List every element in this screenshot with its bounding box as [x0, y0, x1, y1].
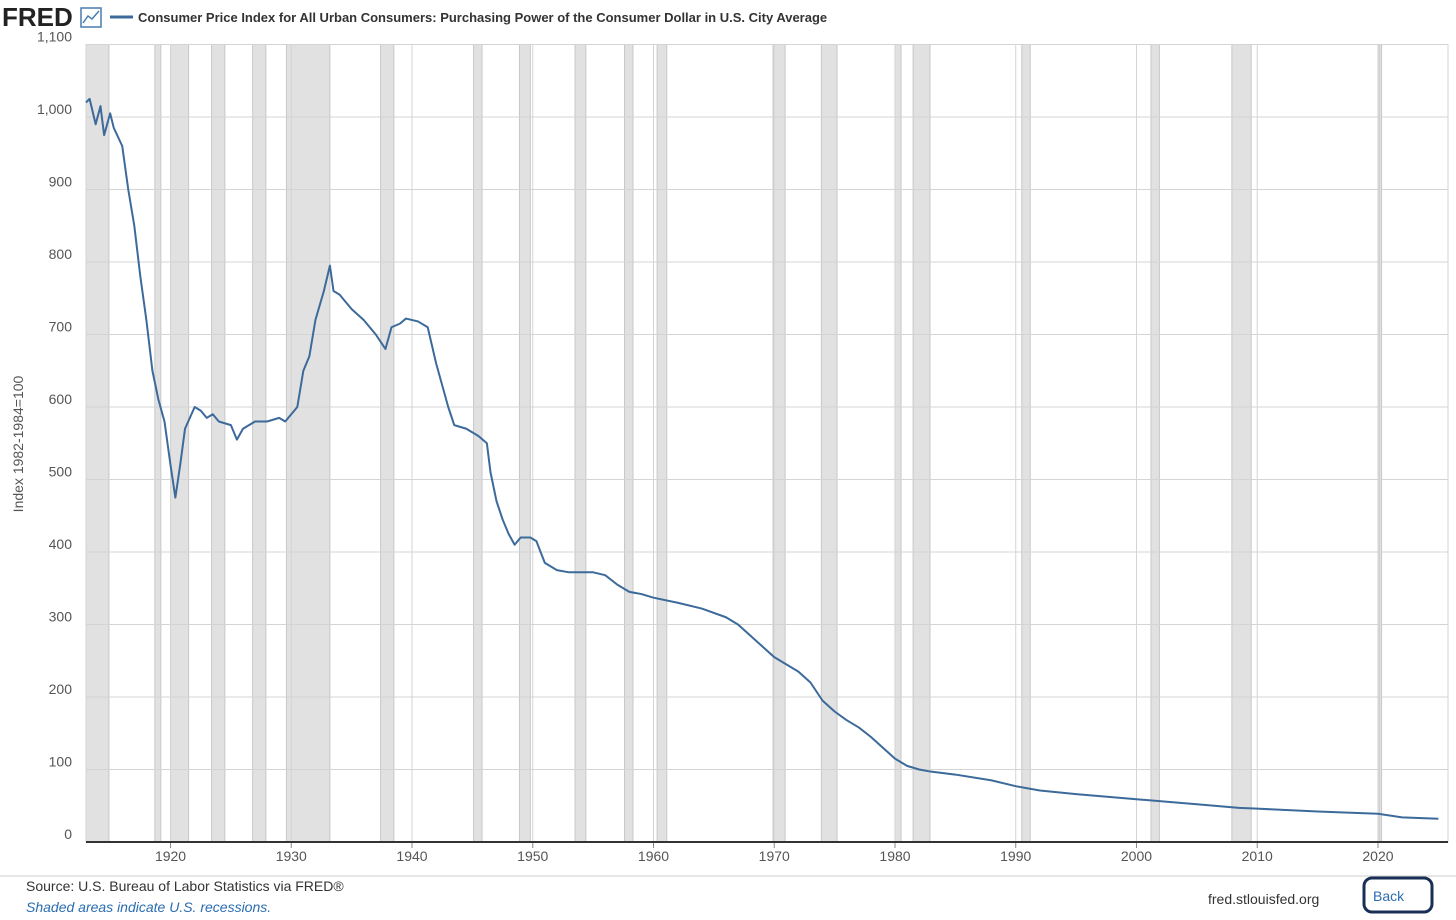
y-tick-label: 0	[64, 826, 72, 842]
x-tick-label: 1920	[155, 848, 186, 864]
x-tick-label: 1930	[276, 848, 307, 864]
recession-band	[285, 44, 331, 843]
logo: FRED	[2, 2, 73, 32]
site: fred.stlouisfed.org	[1208, 891, 1319, 907]
recession-band	[894, 44, 902, 843]
x-tick-label: 1940	[396, 848, 427, 864]
y-tick-label: 300	[49, 609, 73, 625]
recession-band	[85, 44, 110, 843]
y-tick-label: 600	[49, 391, 73, 407]
recession-band	[211, 44, 226, 843]
recession-band	[170, 44, 190, 843]
back-label[interactable]: Back	[1373, 888, 1405, 904]
y-tick-label: 800	[49, 246, 73, 262]
x-tick-label: 1990	[1000, 848, 1031, 864]
y-tick-label: 200	[49, 681, 73, 697]
recession-band	[574, 44, 587, 843]
y-tick-label: 500	[49, 464, 73, 480]
recession-band	[772, 44, 786, 843]
y-axis-label: Index 1982-1984=100	[10, 375, 26, 512]
back-button-box[interactable]	[1362, 876, 1434, 914]
recession-band	[1231, 44, 1252, 843]
y-tick-label: 1,000	[37, 101, 72, 117]
source: Source: U.S. Bureau of Labor Statistics …	[26, 878, 344, 894]
recession-band	[1150, 44, 1160, 843]
y-tick-label: 700	[49, 319, 73, 335]
logo-icon	[80, 7, 102, 28]
recession-band	[624, 44, 634, 843]
recession-band	[1021, 44, 1031, 843]
x-tick-label: 2020	[1362, 848, 1393, 864]
recession-note: Shaded areas indicate U.S. recessions.	[26, 899, 271, 915]
x-tick-label: 1960	[638, 848, 669, 864]
recession-band	[518, 44, 531, 843]
recession-band	[1378, 44, 1383, 843]
recession-band	[656, 44, 668, 843]
recession-band	[252, 44, 267, 843]
x-tick-label: 2000	[1121, 848, 1152, 864]
x-tick-label: 1980	[879, 848, 910, 864]
recession-band	[820, 44, 838, 843]
recession-band	[473, 44, 483, 843]
recession-band	[912, 44, 931, 843]
back-button[interactable]: Back	[1362, 876, 1434, 914]
recession-band	[154, 44, 162, 843]
legend-label: Consumer Price Index for All Urban Consu…	[138, 10, 827, 25]
y-tick-label: 400	[49, 536, 73, 552]
recession-band	[380, 44, 395, 843]
data-line	[85, 97, 1439, 820]
y-tick-label: 900	[49, 174, 73, 190]
x-tick-label: 1950	[517, 848, 548, 864]
y-tick-label: 1,100	[37, 29, 72, 45]
x-tick-label: 1970	[759, 848, 790, 864]
y-tick-label: 100	[49, 754, 73, 770]
x-tick-label: 2010	[1242, 848, 1273, 864]
